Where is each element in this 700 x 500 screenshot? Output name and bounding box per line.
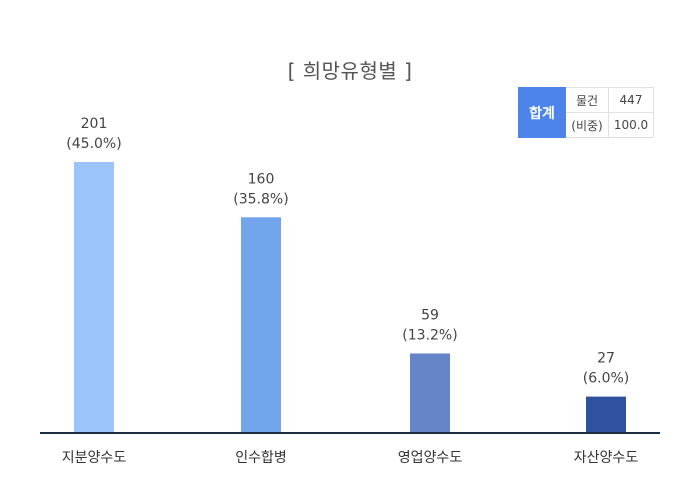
- bar-value-label-3: 59: [421, 307, 439, 323]
- bar-percent-label-4: (6.0%): [583, 371, 630, 387]
- summary-table: 합계 물건 447 (비중) 100.0: [518, 87, 654, 138]
- x-tick-label-2: 인수합병: [235, 450, 287, 466]
- x-tick-label-1: 지분양수도: [62, 450, 127, 466]
- bar-percent-label-3: (13.2%): [402, 327, 457, 343]
- bar-value-label-4: 27: [597, 351, 615, 367]
- bar-3: [410, 353, 450, 433]
- summary-head: 합계: [518, 87, 566, 138]
- chart-title: [ 희망유형별 ]: [287, 59, 413, 83]
- bar-1: [74, 162, 114, 433]
- x-tick-label-3: 영업양수도: [398, 450, 463, 466]
- bar-2: [241, 217, 281, 433]
- summary-count-value: 447: [608, 87, 654, 113]
- bar-4: [586, 396, 626, 433]
- summary-share-value: 100.0: [608, 112, 654, 138]
- bar-percent-label-2: (35.8%): [233, 191, 288, 207]
- bar-value-label-1: 201: [81, 116, 108, 132]
- bar-percent-label-1: (45.0%): [66, 136, 121, 152]
- x-tick-label-4: 자산양수도: [574, 450, 639, 466]
- bar-value-label-2: 160: [248, 171, 275, 187]
